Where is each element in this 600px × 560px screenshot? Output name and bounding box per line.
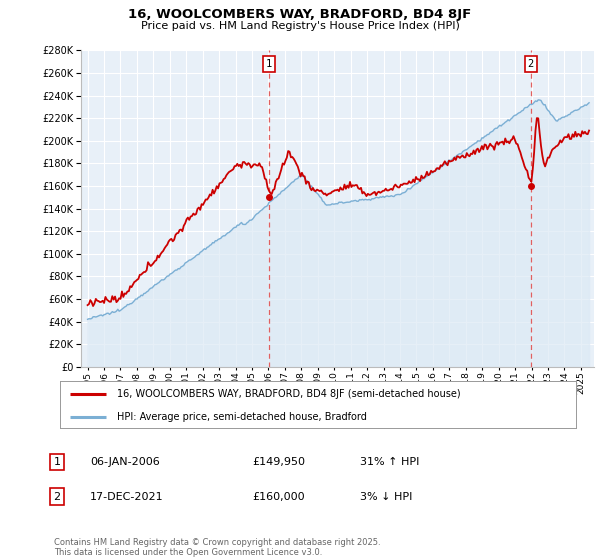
Text: HPI: Average price, semi-detached house, Bradford: HPI: Average price, semi-detached house,…: [117, 412, 367, 422]
Text: 31% ↑ HPI: 31% ↑ HPI: [360, 457, 419, 467]
Text: 16, WOOLCOMBERS WAY, BRADFORD, BD4 8JF: 16, WOOLCOMBERS WAY, BRADFORD, BD4 8JF: [128, 8, 472, 21]
Text: 2: 2: [53, 492, 61, 502]
Text: 06-JAN-2006: 06-JAN-2006: [90, 457, 160, 467]
Text: £160,000: £160,000: [252, 492, 305, 502]
Text: Contains HM Land Registry data © Crown copyright and database right 2025.
This d: Contains HM Land Registry data © Crown c…: [54, 538, 380, 557]
Text: 1: 1: [53, 457, 61, 467]
Text: £149,950: £149,950: [252, 457, 305, 467]
Text: 3% ↓ HPI: 3% ↓ HPI: [360, 492, 412, 502]
Text: 1: 1: [266, 59, 272, 69]
Text: Price paid vs. HM Land Registry's House Price Index (HPI): Price paid vs. HM Land Registry's House …: [140, 21, 460, 31]
Text: 2: 2: [528, 59, 534, 69]
Text: 17-DEC-2021: 17-DEC-2021: [90, 492, 164, 502]
Text: 16, WOOLCOMBERS WAY, BRADFORD, BD4 8JF (semi-detached house): 16, WOOLCOMBERS WAY, BRADFORD, BD4 8JF (…: [117, 389, 460, 399]
